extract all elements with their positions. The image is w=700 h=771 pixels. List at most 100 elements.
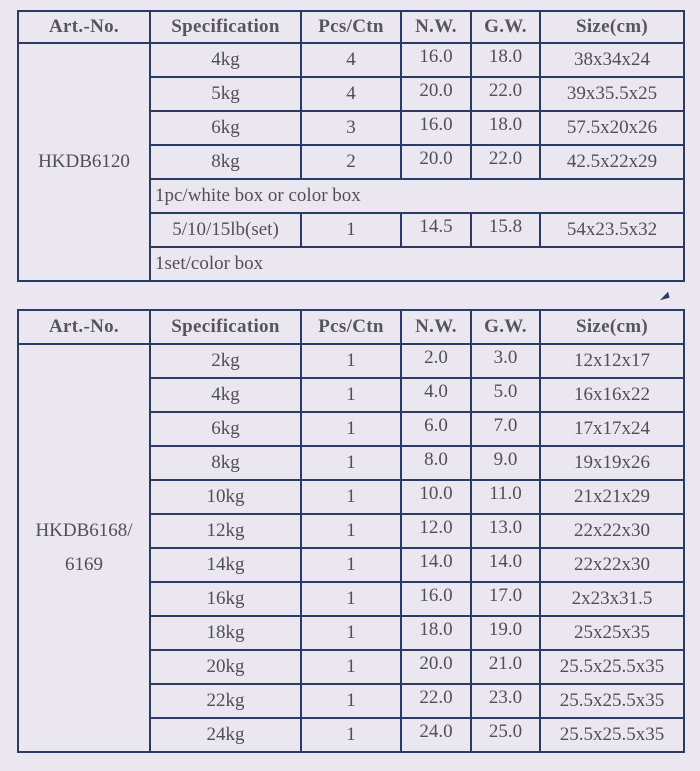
net-weight-cell: 12.0 — [400, 513, 472, 549]
gross-weight-value: 9.0 — [493, 449, 518, 470]
size-value: 16x16x22 — [574, 384, 650, 405]
pcs-per-carton-value: 1 — [346, 554, 356, 575]
size-value: 25.5x25.5x35 — [559, 656, 665, 677]
net-weight-cell: 2.0 — [400, 343, 472, 379]
header-row: Art.-No. Specification Pcs/Ctn N.W. G.W. Size… — [17, 10, 685, 44]
specification-value: 16kg — [206, 588, 245, 609]
net-weight-cell: 20.0 — [400, 649, 472, 685]
gross-weight-value: 5.0 — [493, 381, 518, 402]
net-weight-value: 20.0 — [419, 80, 453, 101]
packing-note: 1pc/white box or color box — [149, 178, 685, 214]
specification-value: 2kg — [211, 350, 240, 371]
table-row: HKDB6168/ 6169 2kg 1 2.0 3.0 12x12x17 — [17, 343, 685, 753]
packing-note: 1set/color box — [149, 246, 685, 282]
gross-weight-value: 7.0 — [493, 415, 518, 436]
column-header: N.W. — [400, 10, 472, 44]
table-row: 22kg 1 22.0 23.0 25.5x25.5x35 — [18, 683, 685, 719]
specification-cell: 5kg — [149, 76, 302, 112]
net-weight-value: 24.0 — [419, 721, 453, 742]
gross-weight-value: 22.0 — [488, 80, 523, 101]
pcs-per-carton-value: 4 — [346, 83, 356, 104]
pcs-per-carton-value: 1 — [346, 219, 356, 240]
packing-table-hkdb6168-6169: Art.-No. Specification Pcs/Ctn N.W. G.W. Size… — [17, 309, 685, 753]
gross-weight-value: 15.8 — [488, 216, 523, 237]
specification-cell: 16kg — [149, 581, 302, 617]
pcs-per-carton-cell: 3 — [300, 110, 402, 146]
gross-weight-value: 14.0 — [488, 551, 523, 572]
pcs-per-carton-cell: 4 — [300, 76, 402, 112]
size-cell: 39x35.5x25 — [539, 76, 685, 112]
size-value: 21x21x29 — [574, 486, 650, 507]
net-weight-value: 8.0 — [424, 449, 448, 470]
net-weight-cell: 10.0 — [400, 479, 472, 515]
pcs-per-carton-value: 1 — [346, 384, 356, 405]
column-header: G.W. — [470, 10, 541, 44]
specification-value: 4kg — [211, 384, 240, 405]
pcs-per-carton-value: 1 — [346, 452, 356, 473]
size-cell: 19x19x26 — [539, 445, 685, 481]
gross-weight-value: 3.0 — [493, 347, 518, 368]
specification-cell: 6kg — [149, 411, 302, 447]
size-cell: 25.5x25.5x35 — [539, 649, 685, 685]
gross-weight-cell: 22.0 — [470, 144, 541, 180]
table-row: 16kg 1 16.0 17.0 2x23x31.5 — [18, 581, 685, 617]
net-weight-value: 20.0 — [419, 653, 453, 674]
specification-cell: 6kg — [149, 110, 302, 146]
gross-weight-value: 21.0 — [488, 653, 523, 674]
net-weight-value: 20.0 — [419, 148, 453, 169]
size-cell: 21x21x29 — [539, 479, 685, 515]
size-value: 22x22x30 — [574, 520, 650, 541]
net-weight-cell: 8.0 — [400, 445, 472, 481]
pcs-per-carton-cell: 1 — [300, 581, 402, 617]
specification-cell: 10kg — [149, 479, 302, 515]
pcs-per-carton-value: 1 — [346, 418, 356, 439]
net-weight-value: 16.0 — [419, 585, 453, 606]
net-weight-value: 2.0 — [424, 347, 448, 368]
art-no-cell: HKDB6120 — [17, 42, 151, 282]
net-weight-cell: 6.0 — [400, 411, 472, 447]
note-row: 1pc/white box or color box — [18, 178, 685, 214]
specification-cell: 22kg — [149, 683, 302, 719]
column-header: N.W. — [400, 309, 472, 345]
net-weight-value: 6.0 — [424, 415, 448, 436]
specification-cell: 14kg — [149, 547, 302, 583]
net-weight-cell: 20.0 — [400, 144, 472, 180]
net-weight-cell: 14.5 — [400, 212, 472, 248]
specification-value: 20kg — [206, 656, 245, 677]
net-weight-value: 16.0 — [419, 114, 453, 135]
size-value: 57.5x20x26 — [566, 117, 658, 138]
pcs-per-carton-value: 1 — [346, 622, 356, 643]
gross-weight-cell: 15.8 — [470, 212, 541, 248]
gross-weight-value: 11.0 — [489, 483, 522, 504]
net-weight-cell: 14.0 — [400, 547, 472, 583]
specification-cell: 2kg — [149, 343, 302, 379]
specification-value: 18kg — [206, 622, 245, 643]
gross-weight-cell: 5.0 — [470, 377, 541, 413]
column-header: Art.-No. — [17, 309, 151, 345]
size-value: 17x17x24 — [574, 418, 650, 439]
specification-value: 14kg — [206, 554, 245, 575]
specification-cell: 4kg — [149, 42, 302, 78]
table-row: HKDB6120 4kg 4 16.0 18.0 38x34x24 — [17, 42, 685, 282]
net-weight-value: 14.5 — [419, 216, 453, 237]
pcs-per-carton-cell: 1 — [300, 513, 402, 549]
gross-weight-value: 17.0 — [488, 585, 523, 606]
gross-weight-value: 13.0 — [488, 517, 523, 538]
column-header: Specification — [149, 309, 302, 345]
specification-value: 5kg — [211, 83, 240, 104]
specification-cell: 8kg — [149, 144, 302, 180]
net-weight-value: 4.0 — [424, 381, 448, 402]
corner-mark — [658, 291, 670, 301]
specification-value: 8kg — [211, 151, 240, 172]
net-weight-cell: 16.0 — [400, 42, 472, 78]
gross-weight-cell: 25.0 — [470, 717, 541, 753]
specification-value: 24kg — [206, 724, 245, 745]
specification-value: 6kg — [211, 117, 240, 138]
table-row: 8kg 1 8.0 9.0 19x19x26 — [18, 445, 685, 481]
gross-weight-cell: 11.0 — [470, 479, 541, 515]
size-cell: 57.5x20x26 — [539, 110, 685, 146]
gross-weight-value: 19.0 — [488, 619, 523, 640]
table-row: 5/10/15lb(set) 1 14.5 15.8 54x23.5x32 — [18, 212, 685, 248]
specification-value: 5/10/15lb(set) — [172, 219, 279, 240]
gross-weight-cell: 13.0 — [470, 513, 541, 549]
